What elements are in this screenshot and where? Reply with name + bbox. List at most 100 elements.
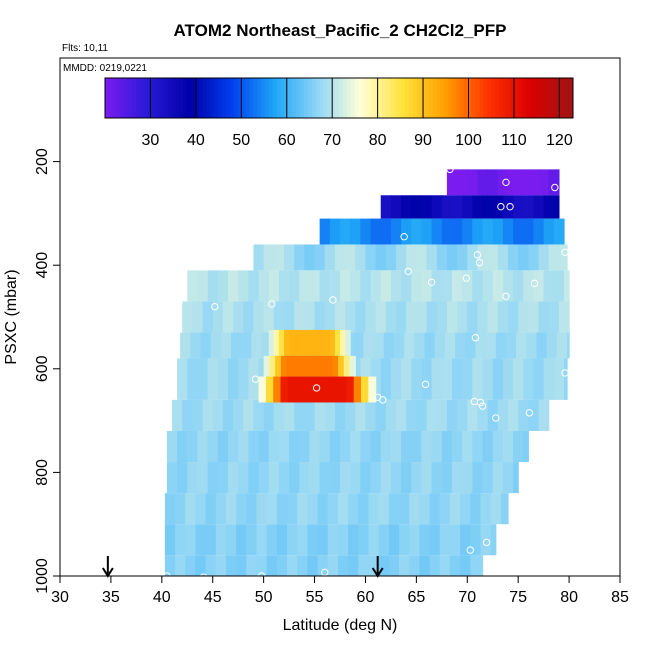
colorbar-segment bbox=[569, 78, 574, 118]
x-tick-label: 35 bbox=[102, 589, 120, 606]
field-cell bbox=[225, 524, 237, 556]
field-cell bbox=[185, 493, 197, 525]
field-cell bbox=[492, 430, 504, 463]
field-cell bbox=[334, 399, 346, 431]
colorbar: 30 40 50 60 70 80 90 100 110 120 bbox=[104, 77, 574, 149]
field-cell bbox=[441, 218, 453, 245]
field-cell bbox=[487, 169, 499, 196]
colorbar-tick-label: 120 bbox=[546, 132, 573, 149]
colorbar-segment bbox=[518, 78, 523, 118]
field-cell bbox=[513, 270, 524, 302]
field-cell bbox=[192, 301, 204, 333]
field-cell bbox=[548, 244, 560, 271]
colorbar-tick-label: 50 bbox=[232, 132, 250, 149]
field-cell bbox=[401, 462, 412, 494]
field-cell bbox=[200, 332, 212, 359]
field-cell bbox=[460, 555, 471, 576]
hotspot-cell bbox=[338, 355, 345, 377]
colorbar-segment bbox=[405, 78, 410, 118]
field-cell bbox=[388, 555, 400, 576]
field-cell bbox=[497, 301, 509, 333]
colorbar-segment bbox=[506, 78, 512, 118]
field-cell bbox=[329, 430, 341, 463]
field-cell bbox=[429, 524, 441, 556]
field-cell bbox=[553, 218, 565, 245]
field-cell bbox=[375, 399, 387, 431]
field-cell bbox=[261, 332, 273, 359]
field-cell bbox=[492, 462, 504, 494]
field-cell bbox=[294, 399, 305, 431]
field-cell bbox=[355, 399, 367, 431]
field-cell bbox=[416, 399, 428, 431]
colorbar-segment bbox=[261, 78, 266, 118]
field-cell bbox=[436, 244, 448, 271]
sample-point bbox=[211, 302, 219, 311]
field-cell bbox=[426, 399, 438, 431]
field-cell bbox=[467, 399, 479, 431]
field-cell bbox=[177, 430, 188, 463]
field-cell bbox=[487, 301, 499, 333]
hotspot-cell bbox=[329, 329, 336, 356]
field-cell bbox=[253, 399, 265, 431]
field-cell bbox=[266, 555, 278, 576]
field-cell bbox=[457, 301, 468, 333]
field-cell bbox=[350, 270, 361, 302]
field-cell bbox=[380, 195, 392, 219]
field-cell bbox=[340, 218, 351, 245]
field-cell bbox=[276, 493, 288, 525]
colorbar-segment bbox=[339, 78, 344, 118]
field-cell bbox=[360, 218, 372, 245]
field-cell bbox=[490, 493, 502, 525]
field-cell bbox=[268, 462, 280, 494]
colorbar-frame bbox=[104, 77, 574, 119]
field-cell bbox=[380, 430, 392, 463]
field-cell bbox=[334, 244, 346, 271]
colorbar-segment bbox=[225, 78, 231, 118]
field-cell bbox=[462, 358, 473, 400]
colorbar-segment bbox=[167, 78, 172, 118]
field-cell bbox=[523, 195, 535, 219]
sample-point bbox=[525, 409, 534, 417]
field-cell bbox=[429, 555, 441, 576]
field-cell bbox=[358, 524, 370, 556]
field-cell bbox=[258, 462, 270, 494]
field-cell bbox=[289, 430, 300, 463]
chart-title: ATOM2 Northeast_Pacific_2 CH2Cl2_PFP bbox=[174, 21, 507, 40]
sample-point bbox=[251, 375, 260, 383]
field-cell bbox=[482, 270, 494, 302]
hotspot-cell bbox=[302, 376, 311, 403]
colorbar-segment bbox=[264, 78, 270, 118]
field-cell bbox=[421, 195, 433, 219]
colorbar-segment bbox=[530, 78, 535, 118]
hotspot-cell bbox=[320, 355, 328, 377]
field-cell bbox=[243, 399, 255, 431]
colorbar-segment bbox=[303, 78, 309, 118]
field-cell bbox=[182, 301, 193, 333]
field-cell bbox=[380, 358, 392, 400]
colorbar-segment bbox=[105, 78, 110, 118]
sample-point bbox=[478, 402, 487, 410]
field-cell bbox=[177, 358, 188, 400]
sample-point bbox=[473, 251, 482, 259]
field-cell bbox=[256, 524, 268, 556]
field-cell bbox=[329, 462, 341, 494]
colorbar-segment bbox=[120, 78, 125, 118]
field-cell bbox=[538, 399, 550, 431]
field-cell bbox=[482, 430, 494, 463]
hotspot-cell bbox=[309, 355, 316, 377]
field-cell bbox=[375, 301, 387, 333]
field-cell bbox=[231, 332, 242, 359]
hotspot-cell bbox=[345, 329, 351, 356]
field-cell bbox=[278, 270, 290, 302]
colorbar-segment bbox=[300, 78, 305, 118]
field-cell bbox=[238, 462, 249, 494]
field-cell bbox=[538, 301, 550, 333]
sample-point bbox=[497, 202, 505, 211]
field-cell bbox=[187, 358, 199, 400]
field-cell bbox=[297, 524, 309, 556]
field-cell bbox=[378, 524, 390, 556]
field-cell bbox=[368, 555, 380, 576]
field-cell bbox=[513, 430, 524, 463]
field-cell bbox=[241, 332, 253, 359]
